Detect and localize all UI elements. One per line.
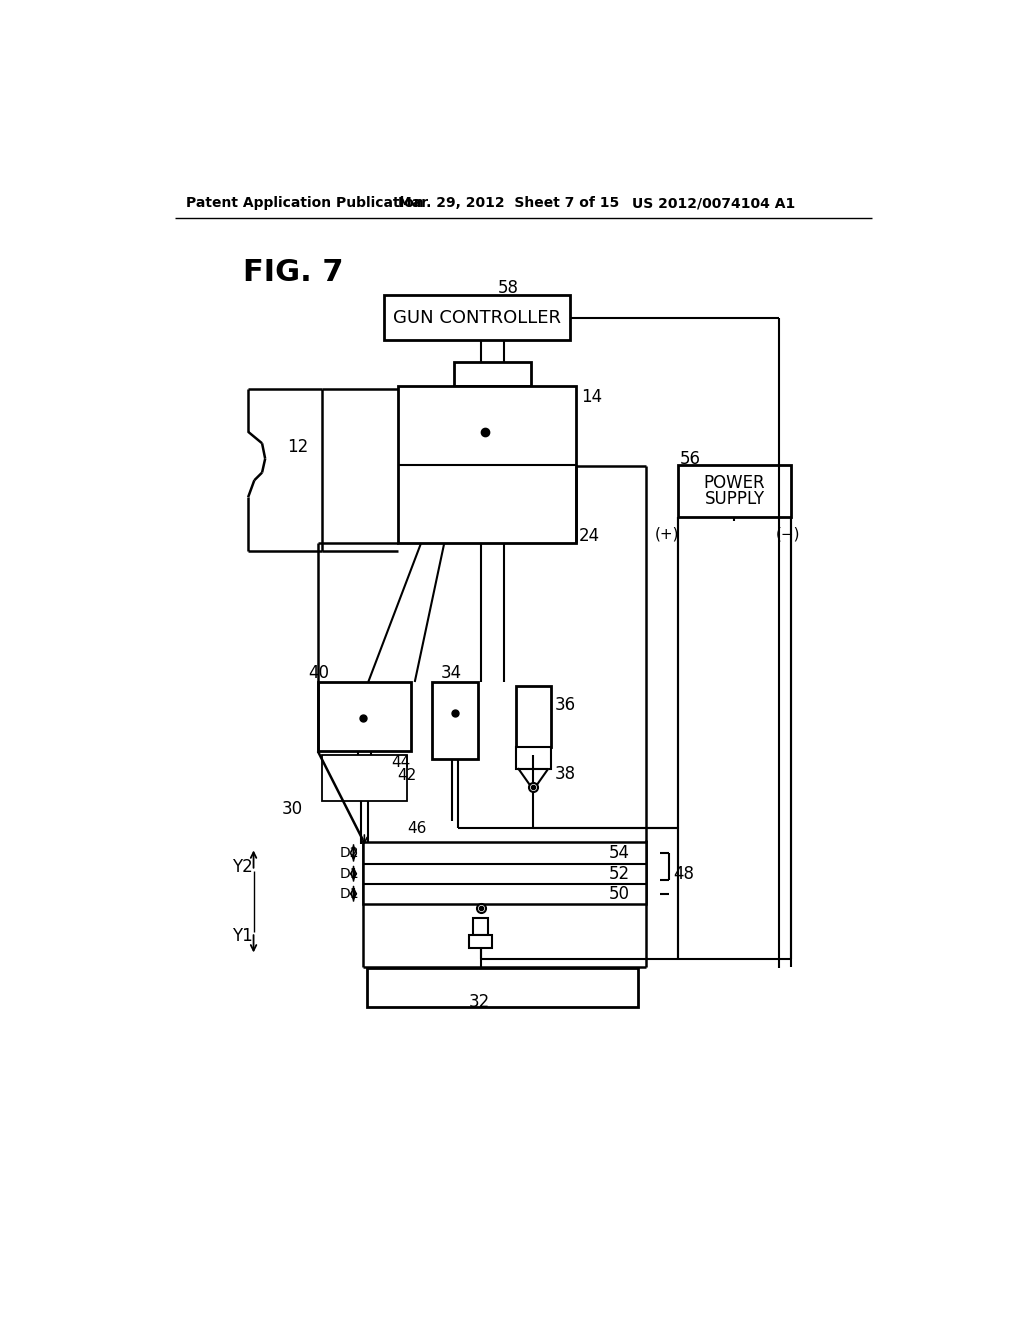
FancyBboxPatch shape [322, 755, 407, 801]
Text: 24: 24 [579, 527, 600, 545]
Text: FIG. 7: FIG. 7 [243, 257, 343, 286]
Text: 50: 50 [608, 884, 630, 903]
Text: SUPPLY: SUPPLY [705, 490, 765, 508]
Text: 12: 12 [287, 438, 308, 457]
Text: (−): (−) [776, 527, 801, 541]
Text: 54: 54 [608, 843, 630, 862]
FancyBboxPatch shape [362, 842, 646, 904]
FancyBboxPatch shape [367, 969, 638, 1007]
FancyBboxPatch shape [384, 296, 569, 341]
Text: 32: 32 [469, 993, 490, 1011]
Polygon shape [518, 770, 548, 784]
Text: 52: 52 [608, 865, 630, 883]
Text: Patent Application Publication: Patent Application Publication [186, 197, 424, 210]
Text: 46: 46 [407, 821, 426, 836]
Text: GUN CONTROLLER: GUN CONTROLLER [393, 309, 561, 327]
FancyBboxPatch shape [515, 686, 551, 747]
FancyBboxPatch shape [469, 935, 493, 948]
Text: US 2012/0074104 A1: US 2012/0074104 A1 [632, 197, 795, 210]
FancyBboxPatch shape [473, 917, 488, 935]
Text: D1: D1 [339, 887, 359, 900]
Text: 14: 14 [582, 388, 602, 407]
Text: D1: D1 [339, 867, 359, 880]
Text: 44: 44 [391, 755, 411, 770]
Text: Y1: Y1 [232, 927, 253, 945]
Text: 36: 36 [554, 696, 575, 714]
Text: 56: 56 [680, 450, 700, 467]
FancyBboxPatch shape [397, 385, 575, 544]
FancyBboxPatch shape [317, 682, 411, 751]
Text: 30: 30 [282, 800, 302, 818]
Text: 48: 48 [674, 865, 694, 883]
Text: Mar. 29, 2012  Sheet 7 of 15: Mar. 29, 2012 Sheet 7 of 15 [397, 197, 618, 210]
FancyBboxPatch shape [454, 363, 531, 385]
Text: 38: 38 [554, 766, 575, 783]
FancyBboxPatch shape [678, 465, 791, 517]
Text: 58: 58 [498, 279, 519, 297]
Text: POWER: POWER [703, 474, 765, 492]
Text: (+): (+) [654, 527, 679, 541]
Text: 34: 34 [441, 664, 462, 681]
FancyBboxPatch shape [432, 682, 478, 759]
FancyBboxPatch shape [515, 747, 551, 770]
Text: 40: 40 [308, 664, 329, 681]
Text: D2: D2 [339, 846, 359, 859]
Text: Y2: Y2 [232, 858, 253, 875]
Text: 42: 42 [397, 768, 417, 784]
